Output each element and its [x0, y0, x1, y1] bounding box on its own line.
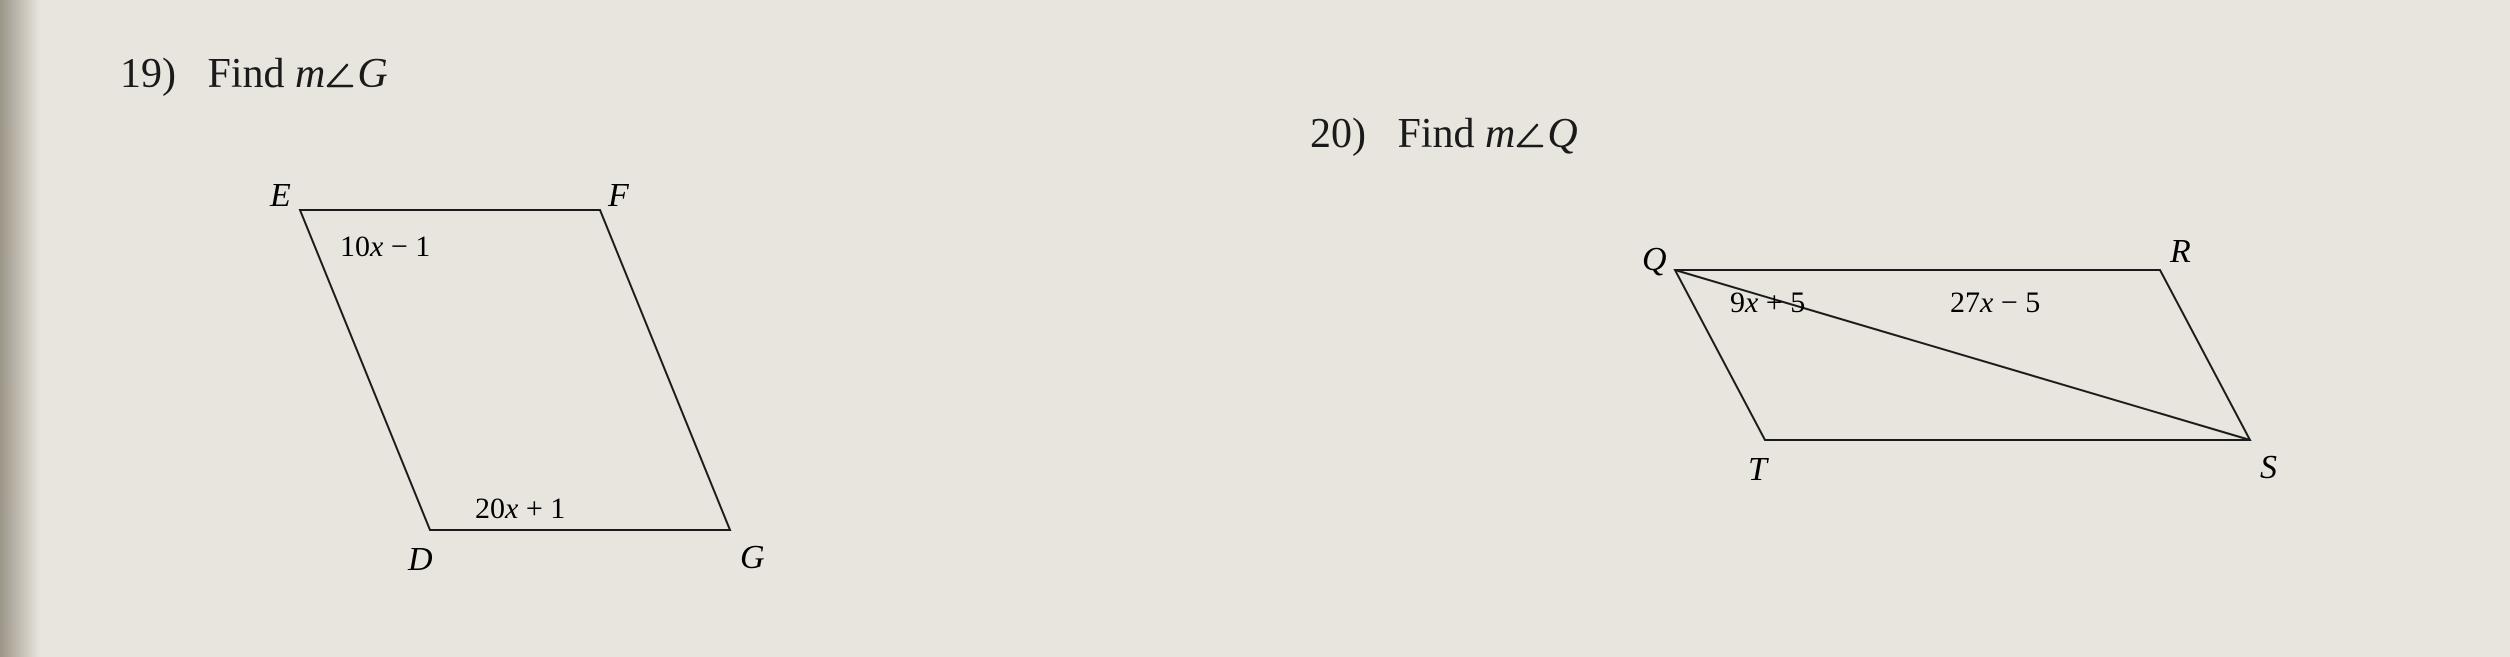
prompt-find: Find	[208, 51, 296, 97]
expr-E-var: x	[369, 230, 384, 263]
figure-20: Q R T S 9x + 5 27x − 5	[1620, 230, 2320, 525]
expr-R-coeff: 27	[1950, 286, 1980, 319]
angle-icon	[1515, 112, 1545, 142]
expr-E-tail: − 1	[383, 230, 430, 263]
prompt-angle-letter: Q	[1547, 111, 1577, 157]
expr-R-tail: − 5	[1993, 286, 2040, 319]
vertex-T: T	[1748, 451, 1769, 488]
expr-D-coeff: 20	[475, 492, 505, 525]
vertex-D: D	[407, 541, 433, 578]
expr-angle-Q: 9x + 5	[1730, 286, 1805, 319]
page-edge-shadow	[0, 0, 40, 657]
expr-Q-var: x	[1744, 286, 1759, 319]
vertex-R: R	[2169, 233, 2191, 270]
problem-19: 19) Find mG	[120, 50, 388, 98]
expr-angle-D: 20x + 1	[475, 492, 565, 525]
prompt-m: m	[295, 51, 325, 97]
expr-D-tail: + 1	[518, 492, 565, 525]
expr-Q-coeff: 9	[1730, 286, 1745, 319]
prompt-find: Find	[1398, 111, 1486, 157]
vertex-G: G	[740, 539, 765, 576]
problem-20: 20) Find mQ	[1310, 110, 1578, 158]
prompt-m: m	[1485, 111, 1515, 157]
angle-icon	[325, 52, 355, 82]
problem-19-prompt: 19) Find mG	[120, 50, 388, 98]
prompt-angle-letter: G	[357, 51, 387, 97]
problem-number: 20)	[1310, 111, 1366, 157]
problem-20-prompt: 20) Find mQ	[1310, 110, 1578, 158]
expr-E-coeff: 10	[340, 230, 370, 263]
problem-number: 19)	[120, 51, 176, 97]
expr-Q-tail: + 5	[1758, 286, 1805, 319]
figure-19: E F D G 10x − 1 20x + 1	[250, 170, 770, 615]
vertex-S: S	[2260, 449, 2277, 486]
vertex-F: F	[607, 177, 630, 214]
expr-R-var: x	[1979, 286, 1994, 319]
vertex-E: E	[269, 177, 291, 214]
expr-angle-E: 10x − 1	[340, 230, 430, 263]
vertex-Q: Q	[1642, 241, 1667, 278]
expr-angle-R: 27x − 5	[1950, 286, 2040, 319]
expr-D-var: x	[504, 492, 519, 525]
